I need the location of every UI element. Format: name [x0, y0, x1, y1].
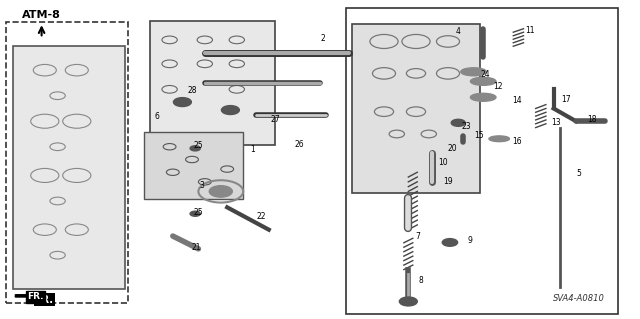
Text: 14: 14 [512, 96, 522, 105]
Text: 25: 25 [193, 208, 204, 217]
Text: 5: 5 [577, 169, 582, 178]
FancyBboxPatch shape [144, 132, 243, 199]
Circle shape [190, 211, 200, 216]
Text: 20: 20 [447, 144, 457, 153]
Text: 23: 23 [461, 122, 471, 130]
Text: 25: 25 [193, 141, 204, 150]
Text: FR.: FR. [35, 295, 53, 305]
Text: 7: 7 [415, 232, 420, 241]
FancyBboxPatch shape [150, 21, 275, 145]
Ellipse shape [489, 136, 509, 142]
Text: FR.: FR. [35, 295, 53, 305]
Text: 26: 26 [294, 140, 305, 149]
Text: 4: 4 [455, 27, 460, 36]
Text: 10: 10 [438, 158, 448, 167]
Circle shape [399, 297, 417, 306]
Text: 15: 15 [474, 131, 484, 140]
Text: 8: 8 [419, 276, 424, 285]
Text: 21: 21 [192, 243, 201, 252]
Text: 17: 17 [561, 95, 572, 104]
Text: ATM-8: ATM-8 [22, 10, 61, 19]
Ellipse shape [470, 77, 496, 85]
Text: 12: 12 [493, 82, 502, 91]
Text: 19: 19 [443, 177, 453, 186]
Text: 13: 13 [550, 118, 561, 127]
Circle shape [173, 98, 191, 107]
Text: 24: 24 [480, 70, 490, 79]
Text: 1: 1 [250, 145, 255, 154]
Text: 2: 2 [321, 34, 326, 43]
Circle shape [221, 106, 239, 115]
Ellipse shape [470, 93, 496, 101]
FancyBboxPatch shape [13, 46, 125, 289]
Text: 9: 9 [468, 236, 473, 245]
FancyBboxPatch shape [346, 8, 618, 314]
Text: 11: 11 [525, 26, 534, 35]
Text: SVA4-A0810: SVA4-A0810 [553, 294, 605, 303]
FancyBboxPatch shape [352, 24, 480, 193]
Text: 3: 3 [199, 181, 204, 189]
Text: 22: 22 [257, 212, 266, 221]
Circle shape [190, 146, 200, 151]
Circle shape [209, 186, 232, 197]
FancyBboxPatch shape [6, 22, 128, 303]
Circle shape [451, 119, 465, 126]
Text: 16: 16 [512, 137, 522, 146]
Ellipse shape [461, 68, 486, 76]
Text: 27: 27 [270, 115, 280, 124]
Text: 18: 18 [588, 115, 596, 124]
Text: 28: 28 [188, 86, 196, 95]
Text: FR.: FR. [27, 292, 44, 301]
Circle shape [442, 239, 458, 246]
Text: 6: 6 [154, 112, 159, 121]
